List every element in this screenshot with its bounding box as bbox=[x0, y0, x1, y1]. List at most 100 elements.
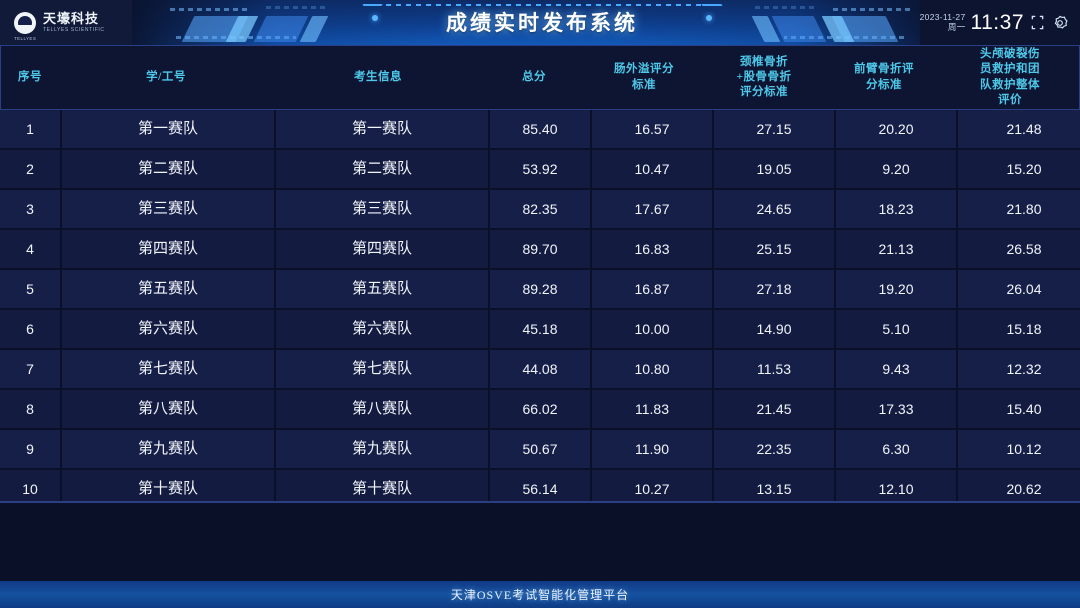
cell-c4: 26.58 bbox=[958, 230, 1080, 268]
cell-c3: 21.13 bbox=[836, 230, 956, 268]
cell-c3: 18.23 bbox=[836, 190, 956, 228]
cell-id: 第五赛队 bbox=[62, 270, 274, 308]
clock-block-background bbox=[920, 0, 1080, 45]
cell-info: 第九赛队 bbox=[276, 430, 488, 468]
cell-c3: 12.10 bbox=[836, 470, 956, 503]
cell-total: 56.14 bbox=[490, 470, 590, 503]
brand-name-cn: 天壕科技 bbox=[43, 11, 100, 27]
column-header-score-3: 前臂骨折评 分标准 bbox=[854, 63, 914, 91]
cell-total: 89.70 bbox=[490, 230, 590, 268]
cell-c4: 10.12 bbox=[958, 430, 1080, 468]
cell-id: 第二赛队 bbox=[62, 150, 274, 188]
cell-c2: 24.65 bbox=[714, 190, 834, 228]
cell-c3: 9.20 bbox=[836, 150, 956, 188]
cell-c1: 10.47 bbox=[592, 150, 712, 188]
cell-c2: 14.90 bbox=[714, 310, 834, 348]
column-header-score-2: 颈椎骨折 +股骨骨折 评分标准 bbox=[736, 55, 792, 99]
cell-c3: 5.10 bbox=[836, 310, 956, 348]
cell-c2: 25.15 bbox=[714, 230, 834, 268]
cell-c2: 27.18 bbox=[714, 270, 834, 308]
column-header-total: 总分 bbox=[522, 70, 546, 83]
cell-c3: 19.20 bbox=[836, 270, 956, 308]
cell-c1: 10.27 bbox=[592, 470, 712, 503]
table-bottom-divider bbox=[0, 501, 1080, 503]
cell-total: 66.02 bbox=[490, 390, 590, 428]
cell-total: 82.35 bbox=[490, 190, 590, 228]
cell-total: 85.40 bbox=[490, 110, 590, 148]
cell-id: 第七赛队 bbox=[62, 350, 274, 388]
table-row[interactable]: 10 第十赛队 第十赛队 56.14 10.27 13.15 12.10 20.62 bbox=[0, 470, 1080, 503]
cell-c1: 10.80 bbox=[592, 350, 712, 388]
clock-time: 11:37 bbox=[970, 10, 1024, 34]
cell-index: 4 bbox=[0, 230, 60, 268]
cell-index: 6 bbox=[0, 310, 60, 348]
clock-date: 2023-11-27 bbox=[919, 11, 966, 22]
cell-c2: 22.35 bbox=[714, 430, 834, 468]
clock-weekday: 周一 bbox=[947, 21, 966, 32]
cell-total: 53.92 bbox=[490, 150, 590, 188]
cell-info: 第四赛队 bbox=[276, 230, 488, 268]
cell-info: 第一赛队 bbox=[276, 110, 488, 148]
table-row[interactable]: 9 第九赛队 第九赛队 50.67 11.90 22.35 6.30 10.12 bbox=[0, 430, 1080, 468]
cell-index: 5 bbox=[0, 270, 60, 308]
banner-deco-right-icon bbox=[735, 0, 910, 45]
cell-id: 第三赛队 bbox=[62, 190, 274, 228]
empty-content-area bbox=[0, 505, 1080, 581]
cell-c3: 20.20 bbox=[836, 110, 956, 148]
table-row[interactable]: 1 第一赛队 第一赛队 85.40 16.57 27.15 20.20 21.48 bbox=[0, 110, 1080, 148]
cell-info: 第三赛队 bbox=[276, 190, 488, 228]
cell-info: 第六赛队 bbox=[276, 310, 488, 348]
cell-info: 第五赛队 bbox=[276, 270, 488, 308]
cell-id: 第一赛队 bbox=[62, 110, 274, 148]
cell-c4: 15.18 bbox=[958, 310, 1080, 348]
fullscreen-icon[interactable] bbox=[1030, 15, 1045, 30]
cell-c4: 21.48 bbox=[958, 110, 1080, 148]
cell-id: 第十赛队 bbox=[62, 470, 274, 503]
banner-deco-left-icon bbox=[170, 0, 345, 45]
cell-info: 第十赛队 bbox=[276, 470, 488, 503]
cell-total: 50.67 bbox=[490, 430, 590, 468]
cell-total: 89.28 bbox=[490, 270, 590, 308]
table-row[interactable]: 8 第八赛队 第八赛队 66.02 11.83 21.45 17.33 15.40 bbox=[0, 390, 1080, 428]
clock: 2023-11-27 周一 11:37 bbox=[920, 0, 1024, 45]
column-header-score-4: 头颅破裂伤 员救护和团 队救护整体 评价 bbox=[980, 48, 1040, 106]
cell-c2: 27.15 bbox=[714, 110, 834, 148]
table-row[interactable]: 7 第七赛队 第七赛队 44.08 10.80 11.53 9.43 12.32 bbox=[0, 350, 1080, 388]
table-row[interactable]: 2 第二赛队 第二赛队 53.92 10.47 19.05 9.20 15.20 bbox=[0, 150, 1080, 188]
brand-mark-sub: TELLYES bbox=[14, 36, 37, 41]
table-row[interactable]: 5 第五赛队 第五赛队 89.28 16.87 27.18 19.20 26.04 bbox=[0, 270, 1080, 308]
table-row[interactable]: 4 第四赛队 第四赛队 89.70 16.83 25.15 21.13 26.58 bbox=[0, 230, 1080, 268]
table-row[interactable]: 3 第三赛队 第三赛队 82.35 17.67 24.65 18.23 21.80 bbox=[0, 190, 1080, 228]
footer-label: 天津OSVE考试智能化管理平台 bbox=[450, 588, 630, 602]
table-body: 1 第一赛队 第一赛队 85.40 16.57 27.15 20.20 21.48 2 第二赛队第… bbox=[0, 110, 1080, 503]
cell-c1: 11.90 bbox=[592, 430, 712, 468]
cell-c1: 10.00 bbox=[592, 310, 712, 348]
cell-index: 1 bbox=[0, 110, 60, 148]
cell-c2: 11.53 bbox=[714, 350, 834, 388]
cell-index: 9 bbox=[0, 430, 60, 468]
cell-c4: 26.04 bbox=[958, 270, 1080, 308]
footer-bar: 天津OSVE考试智能化管理平台 bbox=[0, 581, 1080, 608]
cell-c2: 13.15 bbox=[714, 470, 834, 503]
top-bar: 天壕科技 TELLYES SCIENTIFIC TELLYES 成绩实时发布系统… bbox=[0, 0, 1080, 45]
cell-c1: 17.67 bbox=[592, 190, 712, 228]
cell-c3: 9.43 bbox=[836, 350, 956, 388]
table-row[interactable]: 6 第六赛队 第六赛队 45.18 10.00 14.90 5.10 15.18 bbox=[0, 310, 1080, 348]
table-header-row: 序号 学/工号 考生信息 总分 肠外溢评分 标准 颈椎骨折 +股骨骨折 评分标准… bbox=[0, 45, 1080, 110]
cell-c4: 12.32 bbox=[958, 350, 1080, 388]
cell-c4: 15.40 bbox=[958, 390, 1080, 428]
cell-id: 第六赛队 bbox=[62, 310, 274, 348]
column-header-id: 学/工号 bbox=[146, 70, 186, 83]
cell-info: 第七赛队 bbox=[276, 350, 488, 388]
cell-c1: 16.87 bbox=[592, 270, 712, 308]
cell-c1: 11.83 bbox=[592, 390, 712, 428]
column-header-info: 考生信息 bbox=[354, 70, 402, 83]
cell-id: 第九赛队 bbox=[62, 430, 274, 468]
gear-icon[interactable] bbox=[1052, 15, 1068, 31]
cell-c1: 16.57 bbox=[592, 110, 712, 148]
cell-index: 2 bbox=[0, 150, 60, 188]
brand-name-en: TELLYES SCIENTIFIC bbox=[43, 26, 105, 33]
cell-c4: 21.80 bbox=[958, 190, 1080, 228]
cell-index: 10 bbox=[0, 470, 60, 503]
